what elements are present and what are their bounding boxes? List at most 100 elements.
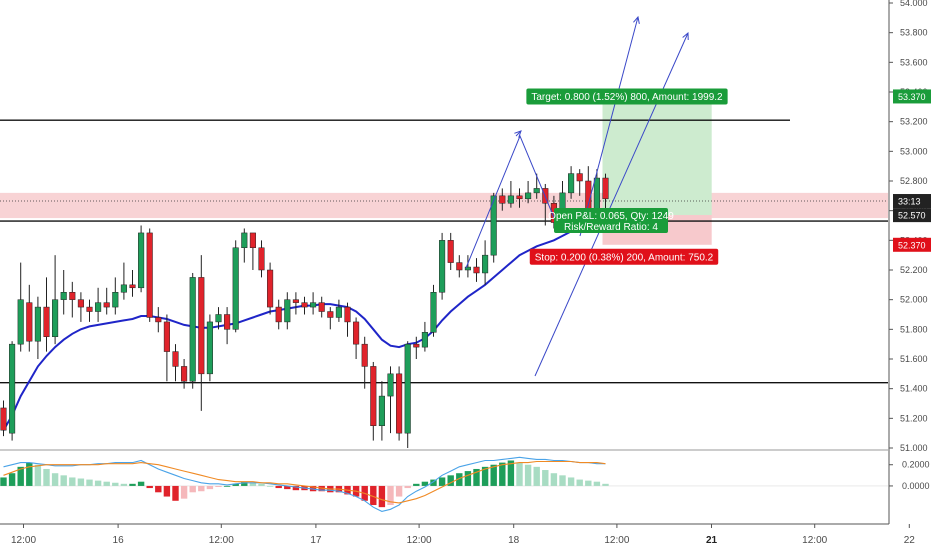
target-label-text: Target: 0.800 (1.52%) 800, Amount: 1999.… [531,92,723,103]
macd-hist-bar [34,464,42,486]
candle-body [95,302,102,312]
candle-body [361,343,368,367]
macd-hist-bar [163,485,171,497]
candle-body [120,284,127,293]
candle-body [404,343,411,434]
price-tick-label: 52.200 [900,265,928,275]
candle-body [292,299,299,303]
macd-hist-bar [576,479,583,486]
candle-body [258,247,265,271]
candle-body [327,311,334,318]
price-tick-label: 51.800 [900,324,928,334]
time-tick-label: 12:00 [209,535,234,546]
candle-body [602,177,609,200]
candle-body [86,306,93,312]
candle-body [9,343,16,434]
macd-hist-bar [516,462,523,486]
time-tick-label: 17 [310,535,322,546]
macd-hist-bar [378,485,386,508]
macd-hist-bar [51,473,59,486]
candle-body [172,351,179,367]
candle-body [284,299,291,323]
time-tick-label: 18 [508,535,520,546]
candle-body [26,302,33,342]
signal-line [3,460,606,504]
candles-layer [0,166,609,448]
candle-body [421,332,428,348]
macd-hist-bar [370,485,377,506]
candle-body [413,343,420,348]
candle-body [568,173,575,194]
candle-body [224,314,231,330]
price-tag-label: 52.370 [898,240,926,250]
candle-body [482,254,489,274]
time-axis[interactable]: 12:00 16 12:00 17 12:00 18 12:00 21 12:00 22 [0,523,916,546]
stop-label-text: Stop: 0.200 (0.38%) 200, Amount: 750.2 [535,252,714,263]
macd-hist-bar [215,485,222,487]
candle-body [447,240,454,263]
macd-hist-bar [593,481,601,486]
macd-hist-bar [438,477,446,486]
macd-hist-bar [275,485,282,489]
candle-body [215,314,222,323]
candle-body [335,306,342,318]
macd-hist-bar [507,460,515,486]
candle-body [189,277,196,382]
price-tick-label: 51.200 [900,413,928,423]
macd-hist-bar [26,462,33,486]
candle-body [163,321,170,352]
pattern-zigzag-arrow [515,130,522,137]
macd-hist-bar [550,473,558,486]
profit-zone [602,96,712,216]
price-tick-label: 53.600 [900,57,928,67]
macd-hist-bar [602,483,609,486]
candle-body [0,407,7,431]
rr-label-text: Risk/Reward Ratio: 4 [564,222,658,233]
candle-body [232,247,239,330]
stop-label-bg [529,248,719,265]
price-tag[interactable] [893,208,931,223]
candle-body [456,262,463,271]
macd-hist-bar [60,475,67,486]
time-tick-label: 22 [904,535,916,546]
macd-axis: 0.2000 0.0000 [889,460,930,491]
macd-hist-bar [206,485,214,490]
macd-hist-bar [146,485,153,489]
macd-hist-bar [266,485,274,487]
macd-hist-bar [456,473,463,486]
pattern-zigzag-arrow-head [514,130,522,138]
price-axis[interactable]: 54.00053.80053.60053.40053.20053.00052.8… [888,0,932,550]
macd-hist-bar [86,479,93,486]
candle-body [77,299,84,308]
macd-hist-bar [284,485,291,490]
candle-body [17,299,24,345]
macd-hist-bar [69,477,76,486]
candle-body [387,373,394,397]
time-tick-label: 12:00 [802,535,827,546]
macd-hist-bar [464,471,472,486]
stop-label[interactable]: Stop: 0.200 (0.38%) 200, Amount: 750.2 [529,248,719,265]
macd-hist-bar [94,480,102,486]
candle-body [249,232,256,249]
macd-hist-bar [430,479,437,486]
resistance-zone [0,192,888,219]
macd-hist-bar [129,483,136,486]
price-tag-label: 52.570 [898,211,926,221]
position-layer[interactable]: Target: 0.800 (1.52%) 800, Amount: 1999.… [526,88,728,265]
candle-body [60,292,67,300]
price-tag[interactable] [893,237,931,252]
macd-hist-bar [8,473,16,486]
macd-hist-bar [473,468,480,486]
target-label[interactable]: Target: 0.800 (1.52%) 800, Amount: 1999.… [526,88,728,105]
price-tag[interactable] [893,89,931,104]
candle-body [34,306,41,342]
candle-body [138,232,145,289]
price-tick-label: 52.000 [900,295,928,305]
macd-hist-bar [112,482,119,486]
pattern-zigzag [465,134,556,269]
countdown-tag[interactable] [893,194,931,209]
candle-body [69,292,76,300]
candle-body [267,269,274,308]
